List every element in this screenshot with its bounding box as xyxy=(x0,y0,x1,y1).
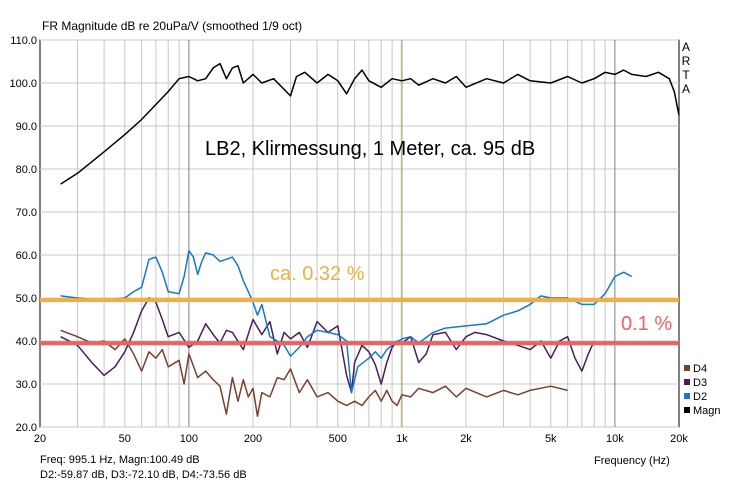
y-tick-label: 90.0 xyxy=(16,121,37,133)
x-tick-labels: 20 50 100 200 500 1k 2k 5k 10k 20k xyxy=(34,433,688,445)
brand-letter: R xyxy=(682,54,691,68)
y-tick-label: 20.0 xyxy=(16,422,37,434)
legend-swatch xyxy=(684,407,690,413)
x-tick-label: 10k xyxy=(606,433,624,445)
legend-swatch xyxy=(684,365,690,371)
series-magn-line xyxy=(60,62,680,185)
status-line-2: D2:-59.87 dB, D3:-72.10 dB, D4:-73.56 dB xyxy=(40,469,247,481)
reference-lines: ca. 0.32 % 0.1 % xyxy=(40,263,679,346)
x-tick-label: 5k xyxy=(545,433,557,445)
legend-label: D4 xyxy=(693,363,707,375)
x-tick-label: 1k xyxy=(396,433,408,445)
y-tick-label: 50.0 xyxy=(16,293,37,305)
y-tick-label: 60.0 xyxy=(16,250,37,262)
x-tick-label: 200 xyxy=(244,433,262,445)
brand-letter: A xyxy=(682,40,690,54)
y-tick-label: 30.0 xyxy=(16,379,37,391)
y-tick-label: 100.0 xyxy=(9,78,37,90)
status-line-1: Freq: 995.1 Hz, Magn:100.49 dB xyxy=(40,454,200,466)
x-tick-label: 20k xyxy=(670,433,688,445)
brand-letter: T xyxy=(682,68,690,82)
reference-line-label: 0.1 % xyxy=(621,313,672,335)
x-tick-label: 50 xyxy=(119,433,131,445)
series-group xyxy=(60,62,680,418)
legend-label: D3 xyxy=(693,377,707,389)
legend-label: Magn xyxy=(693,405,721,417)
x-tick-label: 100 xyxy=(180,433,198,445)
series-d3-line xyxy=(60,297,595,394)
y-tick-label: 40.0 xyxy=(16,336,37,348)
series-d2-line xyxy=(60,249,633,394)
plot-area[interactable] xyxy=(39,39,680,428)
x-tick-label: 20 xyxy=(34,433,46,445)
legend-label: D2 xyxy=(693,391,707,403)
series-d4-line xyxy=(60,329,568,418)
legend-swatch xyxy=(684,379,690,385)
legend-swatch xyxy=(684,393,690,399)
x-tick-label: 2k xyxy=(460,433,472,445)
x-axis-label: Frequency (Hz) xyxy=(594,455,670,467)
legend: D4 D3 D2 Magn xyxy=(684,363,721,417)
chart-title: FR Magnitude dB re 20uPa/V (smoothed 1/9… xyxy=(42,19,302,33)
chart-annotation: LB2, Klirmessung, 1 Meter, ca. 95 dB xyxy=(205,138,535,160)
y-tick-label: 110.0 xyxy=(10,35,37,47)
y-tick-labels: 110.0 100.0 90.0 80.0 70.0 60.0 50.0 40.0 30.0 20… xyxy=(9,35,37,434)
x-tick-label: 500 xyxy=(329,433,347,445)
y-tick-label: 70.0 xyxy=(16,207,37,219)
reference-line-label: ca. 0.32 % xyxy=(270,263,365,285)
brand-letter: A xyxy=(682,82,690,96)
y-tick-label: 80.0 xyxy=(16,164,37,176)
grid-lines xyxy=(40,39,679,428)
